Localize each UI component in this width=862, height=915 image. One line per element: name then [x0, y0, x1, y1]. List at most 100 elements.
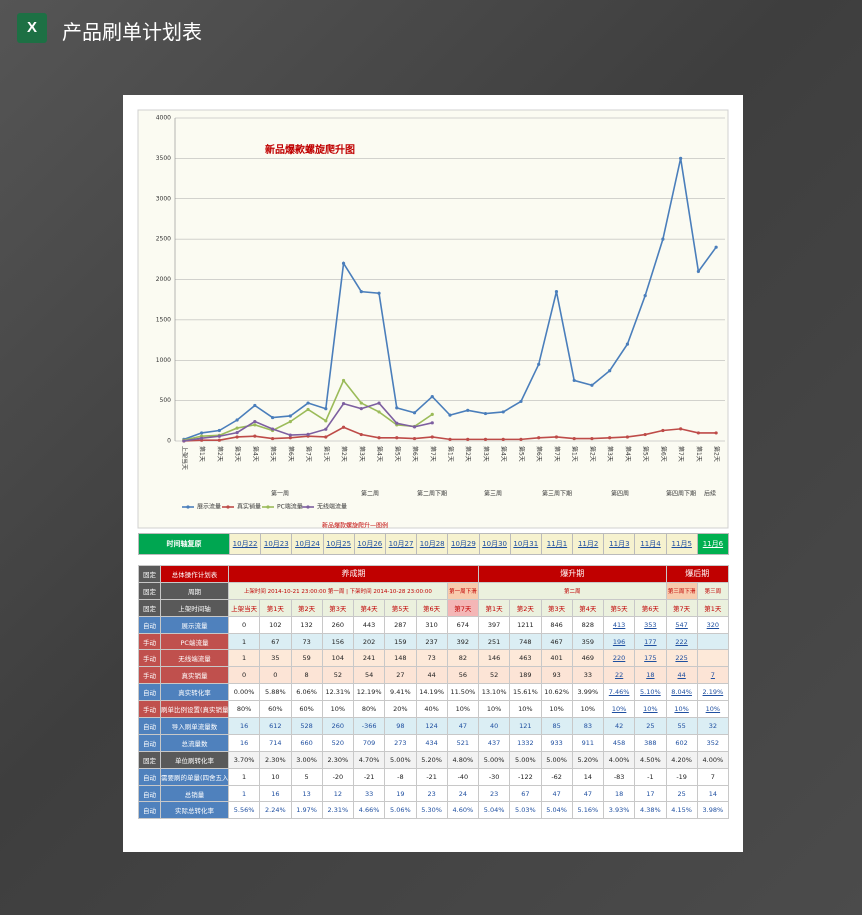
table-cell: 220 [602, 649, 636, 668]
plan-table: 固定 总体操作计划表 养成期 爆升期 爆后期 固定 周期 上架时间 2014-10-21 23… [138, 565, 730, 820]
status-cell: 固定 [138, 750, 161, 769]
table-cell: 80% [227, 700, 261, 719]
table-cell: 13 [290, 784, 323, 803]
table-cell: 3.93% [602, 801, 636, 820]
timeline-date: 11月2 [572, 533, 605, 555]
x-tick-label: 第1天 [695, 446, 703, 462]
timeline-date: 10月28 [416, 533, 449, 555]
x-tick-label: 第1天 [571, 446, 579, 462]
row-label: 总体操作计划表 [160, 565, 229, 583]
table-cell: 第4天 [352, 598, 386, 617]
row-label: 刷单比例设置(真实销量占比) [160, 700, 229, 719]
table-cell: 第2天 [290, 598, 323, 617]
table-cell: 16 [259, 784, 292, 803]
table-cell: 5.88% [259, 683, 292, 702]
table-cell: 1 [227, 767, 261, 786]
table-cell: 260 [321, 615, 355, 634]
table-cell: 第6天 [415, 598, 448, 617]
table-cell: -62 [540, 767, 573, 786]
table-cell: 5 [290, 767, 323, 786]
status-cell: 手动 [138, 649, 161, 668]
table-cell: 第5天 [384, 598, 417, 617]
data-point [306, 407, 310, 412]
table-cell: 5.04% [540, 801, 573, 820]
table-cell: 14.19% [415, 683, 448, 702]
x-tick-label: 第1天 [322, 446, 330, 462]
status-cell: 自动 [138, 767, 161, 786]
x-group-label: 后续 [704, 490, 716, 498]
table-cell: 5.30% [415, 801, 448, 820]
data-point [377, 291, 381, 295]
y-tick-label: 2000 [156, 276, 171, 283]
table-row: 自动 总流量数 16 714 660 520 709 273 434 521 437 1332 933 9… [138, 733, 730, 752]
table-cell: 401 [540, 649, 573, 668]
row-label: PC端流量 [160, 632, 229, 651]
table-cell: -1 [634, 767, 667, 786]
table-cell: 10 [259, 767, 292, 786]
table-cell: 714 [259, 733, 292, 752]
data-point [253, 423, 257, 427]
data-point [235, 435, 239, 439]
table-cell: 674 [446, 615, 480, 634]
chart: 0 500 1000 1500 2000 2500 3000 3500 4000 新品爆款螺旋爬升… [137, 109, 729, 530]
table-cell: 6.06% [290, 683, 323, 702]
timeline-date: 11月1 [540, 533, 574, 555]
table-cell: 第7天 [665, 598, 698, 617]
table-cell: 196 [602, 632, 636, 651]
x-tick-label: 第2天 [588, 446, 596, 462]
table-cell: 352 [696, 733, 730, 752]
x-tick-label: 第2天 [216, 446, 224, 462]
timeline-date: 11月5 [665, 533, 698, 555]
timeline-label: 时间轴复原 [138, 533, 230, 555]
table-cell: 225 [665, 649, 698, 668]
data-point [270, 436, 275, 441]
table-cell: 846 [540, 615, 573, 634]
status-cell: 自动 [138, 733, 161, 752]
timeline-date: 10月23 [260, 533, 293, 555]
data-point [324, 419, 328, 423]
table-cell: 602 [665, 733, 698, 752]
table-cell: 933 [540, 733, 573, 752]
data-point [324, 407, 328, 411]
table-cell: 10% [602, 700, 636, 719]
table-cell: 7.46% [602, 683, 636, 702]
data-point [395, 436, 399, 440]
table-cell: 612 [259, 717, 292, 735]
x-tick-label: 第4天 [251, 446, 259, 462]
period-cell: 上架时间 2014-10-21 23:00:00 第一周 | 下架时间 2014… [228, 581, 448, 600]
table-cell: 98 [384, 717, 417, 735]
table-cell: 413 [602, 615, 636, 634]
data-point [448, 413, 452, 417]
timeline-date: 11月3 [603, 533, 636, 555]
data-point [448, 437, 452, 441]
table-cell: 14 [571, 767, 605, 786]
data-point [537, 436, 541, 440]
table-cell: -8 [384, 767, 417, 786]
table-cell: 52 [477, 666, 511, 685]
data-point [253, 403, 257, 408]
status-cell: 自动 [138, 683, 161, 702]
data-point [572, 378, 576, 383]
legend-marker [306, 505, 310, 509]
data-point [625, 342, 630, 346]
table-cell: 1 [227, 784, 261, 803]
data-point [483, 437, 488, 441]
table-cell: 434 [415, 733, 448, 752]
data-point [661, 237, 665, 241]
table-cell: 第7天 [446, 598, 480, 617]
table-cell: 222 [665, 632, 698, 651]
table-cell: 528 [290, 717, 323, 735]
table-cell: 0 [227, 615, 261, 634]
table-cell: 4.15% [665, 801, 698, 820]
table-cell: 260 [321, 717, 355, 735]
data-point [359, 290, 363, 294]
status-cell: 自动 [138, 615, 161, 634]
x-tick-label: 第4天 [500, 446, 508, 462]
table-cell: 8.04% [665, 683, 698, 702]
table-row: 固定 周期 上架时间 2014-10-21 23:00:00 第一周 | 下架时间 … [138, 581, 730, 600]
x-tick-label: 第5天 [393, 446, 401, 462]
table-cell: 18 [602, 784, 636, 803]
table-cell: 56 [446, 666, 480, 685]
data-point [590, 383, 594, 387]
data-point [253, 419, 257, 424]
